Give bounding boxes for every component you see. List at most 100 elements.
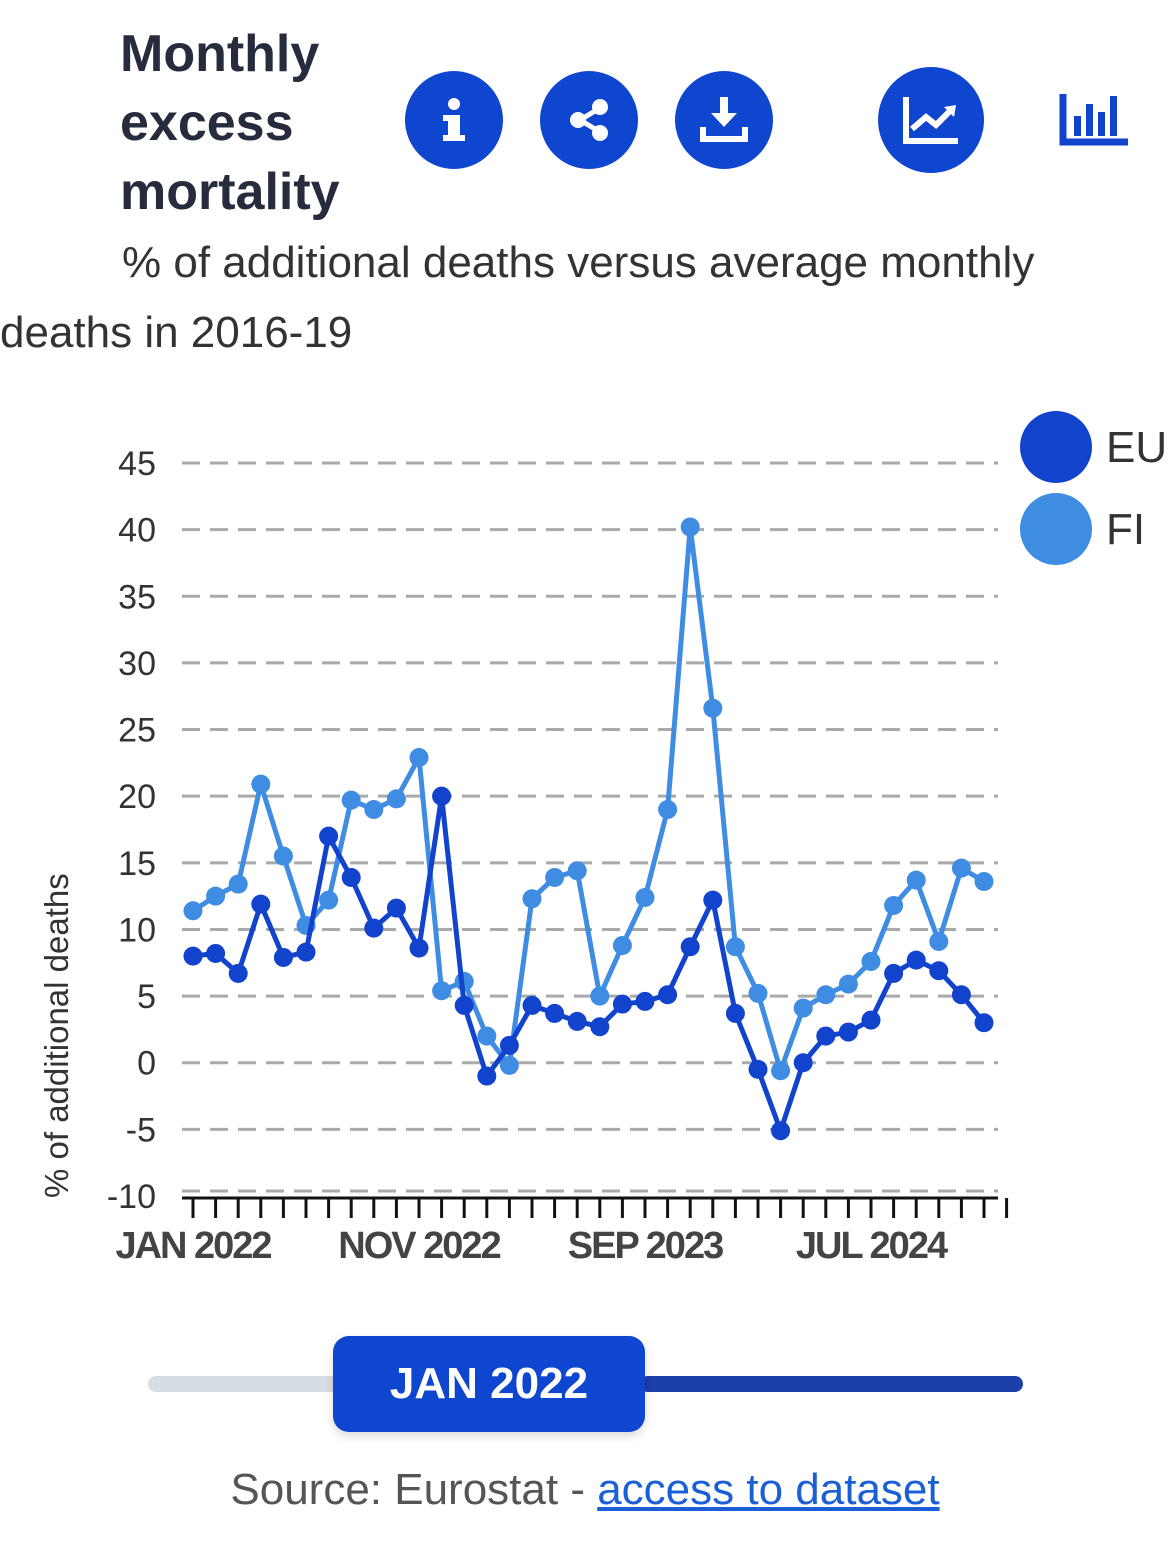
series-line-fi (191, 524, 986, 1074)
data-point-fi[interactable] (386, 789, 406, 809)
bar-chart-toggle[interactable] (1058, 90, 1132, 151)
y-tick-label: 0 (137, 1045, 156, 1083)
data-point-eu[interactable] (680, 937, 700, 957)
data-point-eu[interactable] (951, 985, 971, 1005)
data-point-fi[interactable] (771, 1061, 791, 1081)
data-point-eu[interactable] (884, 963, 904, 983)
legend-label-eu[interactable]: EU (1106, 423, 1167, 472)
data-point-fi[interactable] (951, 858, 971, 878)
y-tick-label: 30 (118, 645, 156, 683)
y-tick-label: 40 (118, 512, 156, 550)
data-point-eu[interactable] (793, 1053, 813, 1073)
data-point-fi[interactable] (612, 935, 632, 955)
data-point-fi[interactable] (432, 981, 452, 1001)
data-point-fi[interactable] (522, 889, 542, 909)
chart-title: Monthly excess mortality (120, 25, 340, 221)
data-point-eu[interactable] (364, 918, 384, 938)
x-tick-label: NOV 2022 (338, 1225, 500, 1267)
data-point-fi[interactable] (228, 874, 248, 894)
data-point-eu[interactable] (545, 1003, 565, 1023)
data-point-fi[interactable] (319, 890, 339, 910)
data-point-eu[interactable] (409, 938, 429, 958)
time-slider-handle[interactable]: JAN 2022 (333, 1336, 645, 1432)
info-button[interactable] (405, 71, 503, 169)
data-point-eu[interactable] (816, 1026, 836, 1046)
data-point-fi[interactable] (545, 867, 565, 887)
y-tick-label: 10 (118, 911, 156, 949)
line-chart-toggle[interactable] (878, 67, 984, 173)
data-point-fi[interactable] (929, 931, 949, 951)
data-point-fi[interactable] (884, 895, 904, 915)
y-tick-label: 35 (118, 578, 156, 616)
data-point-fi[interactable] (793, 998, 813, 1018)
data-point-fi[interactable] (364, 800, 384, 820)
legend-swatch-eu[interactable] (1020, 411, 1092, 483)
data-point-eu[interactable] (432, 786, 452, 806)
y-tick-label: 15 (118, 845, 156, 883)
data-point-fi[interactable] (816, 985, 836, 1005)
legend-swatch-fi[interactable] (1020, 493, 1092, 565)
y-axis-label: % of additional deaths (38, 873, 75, 1198)
time-slider-range (640, 1376, 1023, 1392)
dataset-link[interactable]: access to dataset (597, 1465, 940, 1514)
data-point-eu[interactable] (590, 1017, 610, 1037)
data-point-eu[interactable] (386, 898, 406, 918)
data-point-fi[interactable] (748, 983, 768, 1003)
x-tick-label: SEP 2023 (568, 1225, 723, 1267)
data-point-eu[interactable] (748, 1059, 768, 1079)
data-point-eu[interactable] (499, 1035, 519, 1055)
data-point-eu[interactable] (319, 826, 339, 846)
data-point-fi[interactable] (206, 886, 226, 906)
data-point-eu[interactable] (454, 995, 474, 1015)
data-point-fi[interactable] (341, 790, 361, 810)
data-point-fi[interactable] (183, 901, 203, 921)
data-point-eu[interactable] (522, 995, 542, 1015)
download-button[interactable] (675, 71, 773, 169)
data-point-fi[interactable] (567, 861, 587, 881)
data-point-fi[interactable] (725, 937, 745, 957)
data-point-eu[interactable] (251, 894, 271, 914)
data-point-fi[interactable] (273, 846, 293, 866)
data-point-eu[interactable] (974, 1013, 994, 1033)
data-point-fi[interactable] (680, 517, 700, 537)
data-point-fi[interactable] (861, 951, 881, 971)
data-point-fi[interactable] (409, 748, 429, 768)
x-tick-label: JUL 2024 (796, 1225, 948, 1267)
data-point-eu[interactable] (725, 1003, 745, 1023)
data-point-fi[interactable] (838, 974, 858, 994)
data-point-fi[interactable] (635, 887, 655, 907)
share-icon (570, 99, 608, 141)
data-point-fi[interactable] (974, 871, 994, 891)
data-point-eu[interactable] (228, 963, 248, 983)
data-point-eu[interactable] (206, 943, 226, 963)
data-point-eu[interactable] (635, 991, 655, 1011)
data-point-eu[interactable] (771, 1121, 791, 1141)
data-point-eu[interactable] (658, 985, 678, 1005)
data-point-eu[interactable] (273, 947, 293, 967)
data-point-fi[interactable] (477, 1026, 497, 1046)
data-point-eu[interactable] (929, 961, 949, 981)
bar-chart-icon (1059, 94, 1128, 146)
legend-label-fi[interactable]: FI (1106, 505, 1145, 554)
data-point-eu[interactable] (612, 994, 632, 1014)
data-point-fi[interactable] (251, 774, 271, 794)
data-point-eu[interactable] (703, 890, 723, 910)
y-tick-label: 5 (137, 978, 156, 1016)
share-button[interactable] (540, 71, 638, 169)
data-point-eu[interactable] (906, 950, 926, 970)
source-line: Source: Eurostat - access to dataset (0, 1465, 1170, 1515)
data-point-eu[interactable] (296, 942, 316, 962)
data-point-eu[interactable] (861, 1010, 881, 1030)
data-point-fi[interactable] (906, 870, 926, 890)
data-point-eu[interactable] (838, 1022, 858, 1042)
data-point-fi[interactable] (590, 986, 610, 1006)
data-point-fi[interactable] (703, 698, 723, 718)
data-point-eu[interactable] (567, 1011, 587, 1031)
data-point-fi[interactable] (499, 1055, 519, 1075)
download-icon (700, 97, 748, 142)
data-point-fi[interactable] (658, 800, 678, 820)
data-point-eu[interactable] (341, 867, 361, 887)
data-point-eu[interactable] (477, 1066, 497, 1086)
line-chart-icon (903, 97, 958, 144)
data-point-eu[interactable] (183, 946, 203, 966)
